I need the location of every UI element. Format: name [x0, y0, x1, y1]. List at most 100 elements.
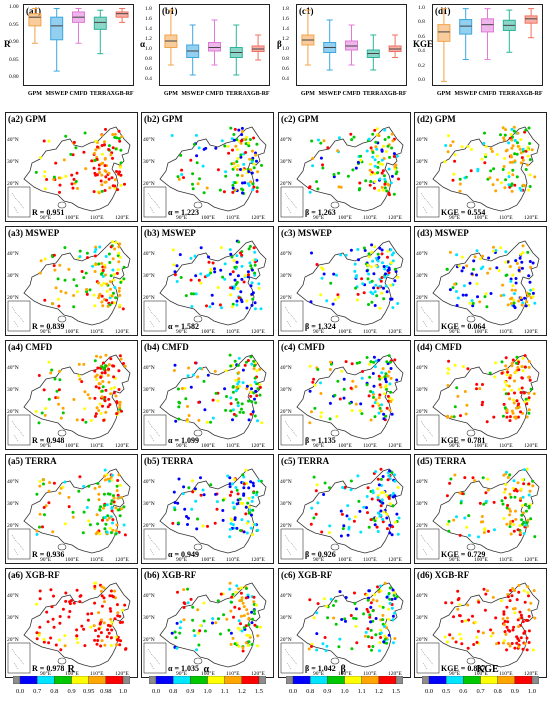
station-point [108, 607, 112, 611]
station-point [502, 639, 506, 643]
station-point [214, 492, 218, 496]
station-point [528, 280, 532, 284]
station-point [521, 504, 524, 507]
station-point [78, 255, 82, 259]
station-point [97, 627, 101, 631]
station-point [175, 646, 179, 650]
station-point [520, 513, 524, 517]
station-point [186, 374, 190, 378]
station-point [177, 177, 181, 181]
station-point [519, 636, 523, 640]
latitude-tick: 20°N [280, 295, 292, 301]
inset-dashed-border [420, 192, 434, 214]
station-point [103, 169, 107, 173]
station-point [109, 617, 113, 621]
latitude-tick: 30°N [143, 159, 155, 165]
boxplot-box-cmfd [208, 42, 221, 52]
station-point [178, 253, 182, 257]
station-point [374, 470, 378, 474]
station-point [202, 619, 206, 623]
map-panel-b3mswep: (b3) MSWEP α = 1.582 40°N 30°N 20°N 90°E 100°E… [141, 226, 274, 336]
station-point [460, 269, 464, 273]
station-point [314, 512, 318, 516]
longitude-tick: 90°E [176, 671, 188, 677]
station-point [383, 392, 386, 396]
station-point [512, 529, 516, 533]
station-point [388, 469, 392, 473]
station-point [252, 136, 256, 140]
station-point [477, 535, 480, 539]
longitude-tick: 100°E [474, 443, 488, 449]
colorbar-segment [190, 676, 208, 684]
station-point [344, 596, 348, 599]
station-point [121, 307, 125, 311]
station-point [381, 618, 385, 622]
station-point [98, 245, 102, 249]
station-point [332, 175, 336, 179]
station-point [240, 402, 244, 406]
station-point [378, 383, 382, 387]
station-point [220, 139, 224, 143]
station-point [392, 641, 395, 645]
station-point [388, 586, 392, 590]
station-point [186, 601, 190, 605]
station-point [392, 593, 396, 597]
station-point [494, 249, 498, 252]
inset-dashed-border [420, 648, 434, 670]
station-point [443, 160, 447, 164]
station-point [369, 628, 373, 632]
station-point [179, 276, 183, 279]
station-point [353, 262, 357, 266]
station-point [245, 299, 249, 303]
longitude-tick: 90°E [449, 443, 461, 449]
station-point [97, 498, 101, 502]
longitude-tick: 90°E [40, 557, 52, 563]
station-point [113, 178, 117, 182]
map-svg [143, 126, 267, 218]
station-point [99, 618, 103, 622]
station-point [242, 280, 246, 284]
station-point [320, 276, 324, 280]
longitude-tick: 120°E [115, 671, 129, 677]
station-point [76, 290, 79, 294]
station-point [187, 366, 191, 370]
south-china-sea-inset [416, 300, 440, 332]
station-point [117, 129, 121, 133]
colorbar-segment [149, 676, 157, 684]
station-point [385, 595, 389, 599]
station-point [512, 301, 516, 305]
station-point [75, 637, 79, 641]
station-point [354, 275, 358, 279]
station-point [249, 284, 253, 288]
station-point [379, 477, 383, 481]
station-point [521, 244, 525, 248]
station-point [458, 491, 462, 495]
station-point [495, 266, 499, 270]
station-point [258, 385, 262, 389]
map-metric-value: KGE = 0.729 [441, 550, 486, 559]
colorbar-segment [258, 676, 266, 684]
station-point [471, 476, 475, 480]
station-point [217, 617, 220, 621]
station-point [504, 260, 508, 264]
station-point [379, 409, 383, 413]
station-point [387, 592, 391, 595]
station-point [374, 617, 378, 620]
station-point [374, 359, 378, 363]
station-point [64, 591, 68, 595]
station-point [527, 594, 530, 598]
map-panel-d6xgb-rf: (d6) XGB-RF KGE = 0.837 40°N 30°N 20°N 90°E 10… [414, 568, 547, 678]
station-point [231, 592, 235, 596]
station-point [500, 360, 504, 364]
station-point [379, 279, 383, 283]
station-point [369, 360, 373, 364]
station-point [367, 255, 371, 259]
station-point [367, 394, 371, 398]
longitude-tick: 110°E [90, 671, 104, 677]
station-point [172, 490, 176, 494]
colorbar-tick: 1.0 [203, 688, 212, 695]
station-point [38, 589, 42, 593]
station-point [96, 522, 100, 526]
station-point [509, 279, 513, 283]
station-point [339, 185, 343, 189]
